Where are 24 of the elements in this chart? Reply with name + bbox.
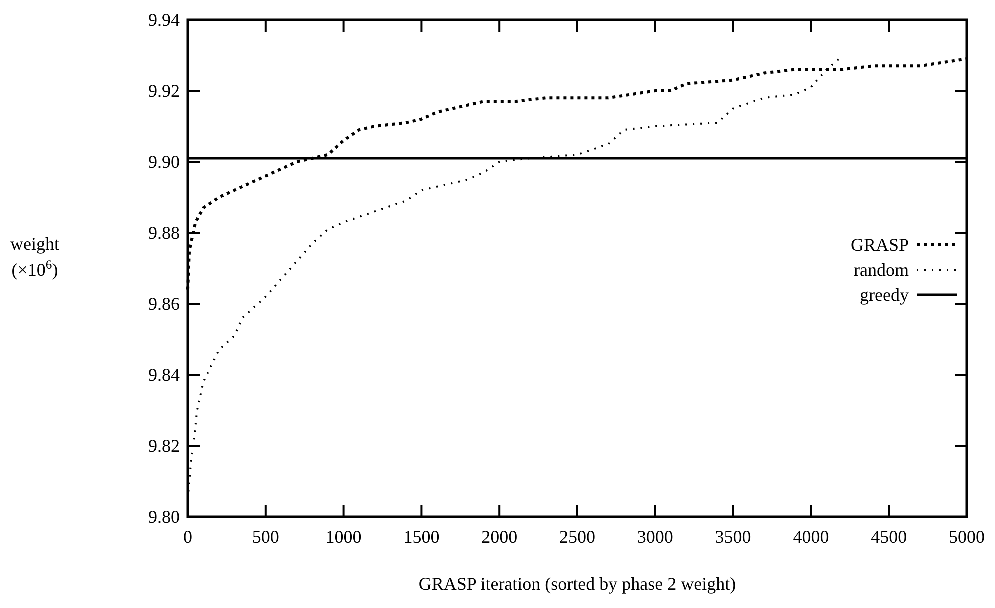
- legend-label: greedy: [860, 285, 909, 305]
- x-tick-label: 3000: [637, 527, 674, 547]
- y-tick-label: 9.82: [148, 436, 180, 456]
- x-tick-label: 4500: [871, 527, 908, 547]
- x-tick-label: 4000: [793, 527, 830, 547]
- legend-label: GRASP: [850, 235, 909, 255]
- x-tick-label: 2000: [482, 527, 518, 547]
- y-tick-label: 9.94: [148, 10, 180, 30]
- x-tick-label: 2500: [560, 527, 596, 547]
- x-tick-label: 1000: [326, 527, 362, 547]
- y-axis-title: weight (×10$^{6}$): [10, 234, 60, 280]
- y-tick-label: 9.92: [148, 81, 180, 101]
- x-tick-label: 500: [252, 527, 280, 547]
- y-tick-label: 9.84: [148, 365, 180, 385]
- x-tick-label: 3500: [715, 527, 752, 547]
- x-tick-label: 1500: [404, 527, 440, 547]
- legend-label: random: [854, 260, 909, 280]
- x-axis-title: GRASP iteration (sorted by phase 2 weight): [418, 574, 736, 594]
- x-tick-label: 0: [184, 527, 192, 547]
- y-tick-label: 9.86: [148, 294, 180, 314]
- y-tick-label: 9.88: [148, 223, 180, 243]
- y-tick-label: 9.80: [148, 507, 180, 527]
- y-tick-label: 9.90: [148, 152, 180, 172]
- x-tick-label: 5000: [949, 527, 985, 547]
